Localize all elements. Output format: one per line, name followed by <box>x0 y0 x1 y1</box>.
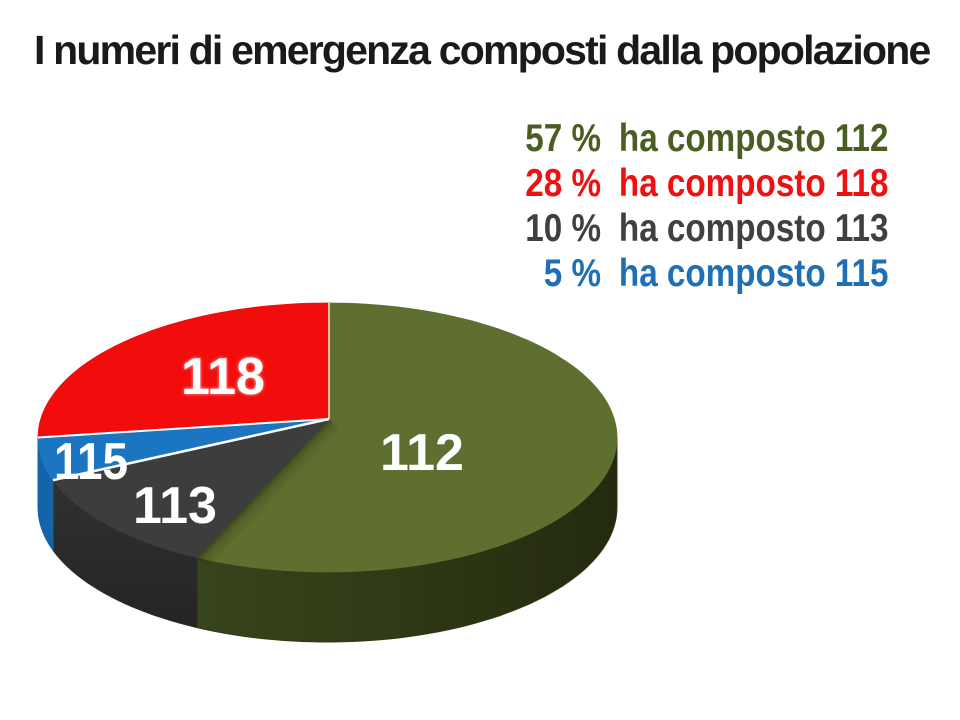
svg-text:112: 112 <box>380 424 464 482</box>
svg-text:113: 113 <box>133 477 217 535</box>
svg-text:118: 118 <box>181 348 265 406</box>
svg-text:115: 115 <box>54 433 128 491</box>
svg-text:118: 118 <box>181 348 265 406</box>
